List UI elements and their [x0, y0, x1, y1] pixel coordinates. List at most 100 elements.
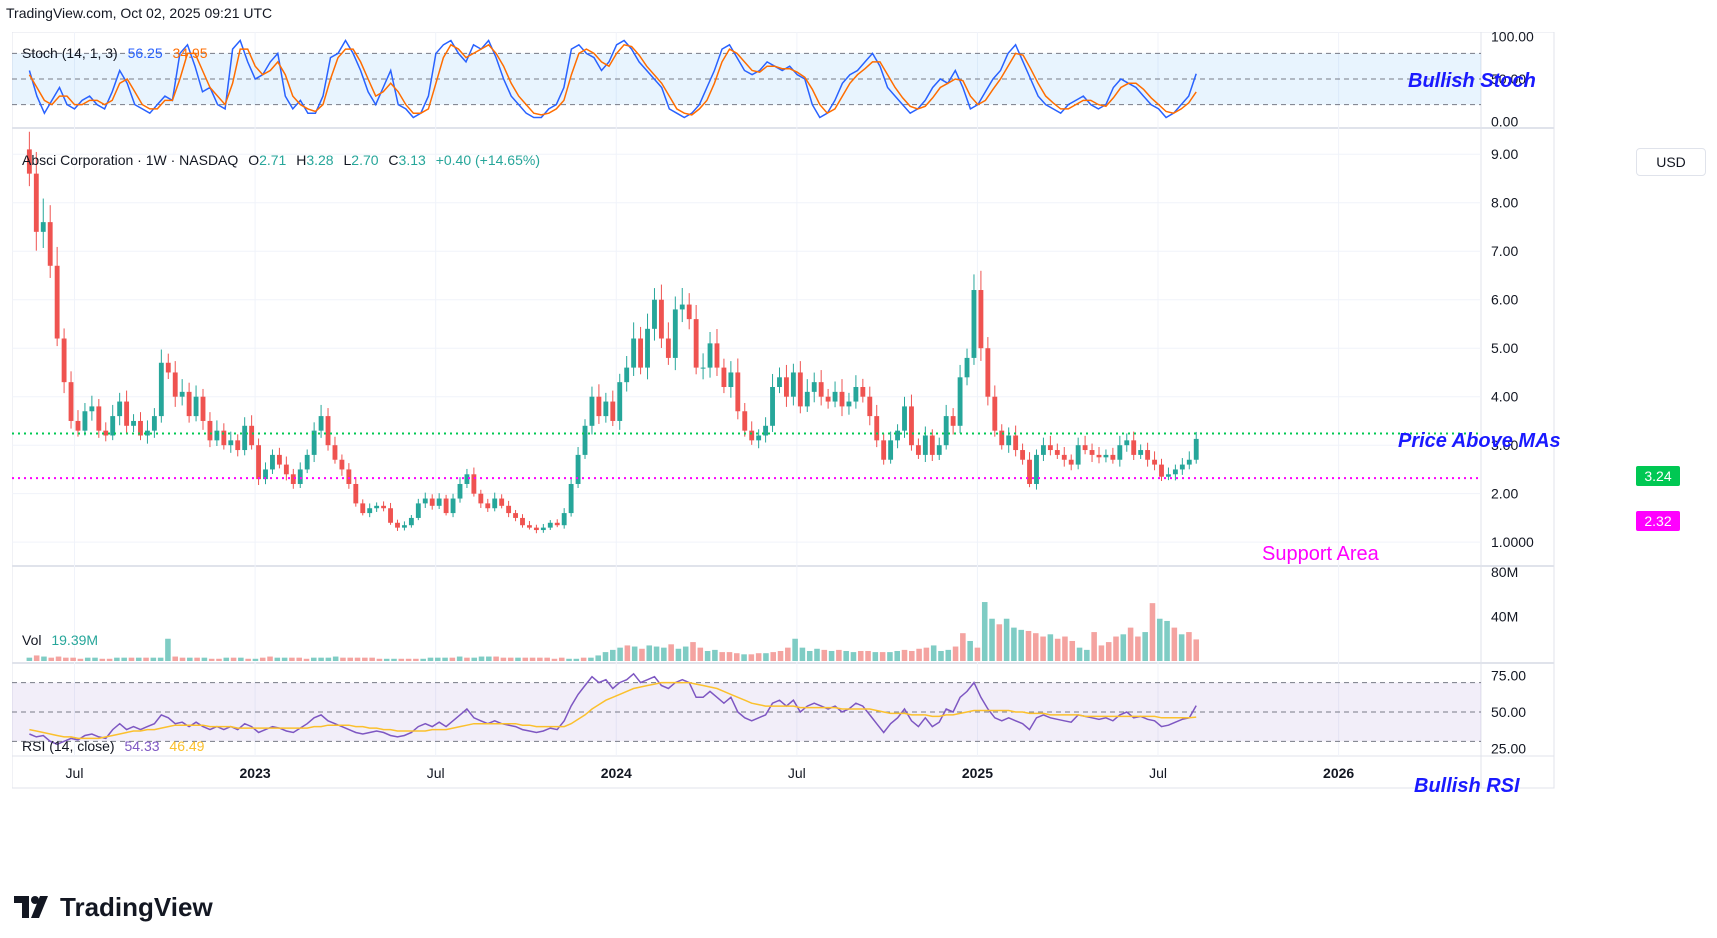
rsi-legend[interactable]: RSI (14, close) 54.33 46.49 [22, 738, 210, 754]
candle-body [645, 328, 650, 368]
volume-bar [405, 658, 412, 661]
price-legend[interactable]: Absci Corporation · 1W · NASDAQ O2.71 H3… [22, 152, 546, 168]
candle-body [1061, 454, 1067, 460]
volume-bar [391, 658, 397, 661]
volume-bar [989, 618, 995, 661]
volume-bar [500, 657, 507, 661]
volume-legend[interactable]: Vol 19.39M [22, 632, 104, 648]
candle-body [499, 498, 505, 506]
candle-body [242, 425, 248, 451]
candle-body [96, 406, 102, 431]
volume-bar [486, 656, 492, 661]
candle-body [145, 430, 150, 436]
candle-body [457, 483, 463, 499]
chart-canvas[interactable]: Jul 2023 Jul 2024 Jul 2025 Jul 2026 9.00 8.00 7.00… [12, 32, 1716, 867]
volume-bar [1156, 618, 1163, 661]
volume-bar [165, 638, 171, 661]
candle-body [735, 372, 741, 412]
volume-bar [755, 653, 762, 661]
candle-body [346, 469, 352, 484]
annotation-support-area: Support Area [1262, 543, 1379, 565]
candle-body [936, 445, 942, 455]
candle-body [610, 401, 616, 421]
candle-body [707, 343, 713, 368]
candle-body [867, 396, 873, 417]
tradingview-logo-text: TradingView [60, 892, 213, 922]
rsi-line-1 [29, 681, 1197, 740]
volume-bar [763, 653, 769, 661]
volume-bar [245, 658, 251, 661]
volume-bar [879, 652, 886, 661]
annotation-price-above-mas: Price Above MAs [1398, 430, 1561, 452]
volume-bar [128, 657, 135, 661]
candle-body [763, 425, 769, 436]
annotation-bullish-rsi: Bullish RSI [1414, 775, 1520, 797]
volume-bar [697, 647, 704, 661]
price-tick-label: 1.0000 [1491, 534, 1534, 550]
candle-body [756, 435, 762, 441]
candle-body [999, 430, 1005, 446]
candle-body [728, 372, 734, 388]
volume-bar [1018, 629, 1024, 661]
symbol-title: Absci Corporation · 1W · NASDAQ [22, 152, 239, 168]
candle-body [658, 299, 664, 339]
candle-body [103, 430, 109, 436]
candle-body [1054, 450, 1060, 455]
volume-bar [602, 652, 609, 661]
candle-body [895, 430, 900, 441]
tradingview-logo-icon [14, 895, 48, 918]
candle-body [158, 362, 164, 417]
volume-bar [945, 649, 952, 661]
volume-value: 19.39M [51, 632, 99, 648]
price-tick-label: 3.00 [1491, 437, 1518, 453]
candle-body [1138, 450, 1144, 455]
price-tick-label: 7.00 [1491, 243, 1518, 259]
volume-bar [311, 657, 317, 661]
candle-body [638, 338, 644, 368]
volume-bar [610, 649, 616, 661]
volume-bar [806, 650, 813, 661]
rsi-tick-label: 75.00 [1491, 667, 1526, 683]
chart-frame[interactable]: Jul 2023 Jul 2024 Jul 2025 Jul 2026 9.00 8.00 7.00… [12, 32, 1716, 867]
candle-body [332, 445, 338, 460]
candle-body [1145, 450, 1151, 460]
volume-tick-label: 40M [1491, 609, 1518, 625]
candle-body [276, 454, 282, 465]
volume-bar [996, 624, 1003, 661]
candle-body [846, 401, 852, 407]
candle-body [339, 459, 345, 470]
candle-body [172, 372, 178, 397]
rsi-tick-label: 50.00 [1491, 704, 1526, 720]
stoch-legend[interactable]: Stoch (14, 1, 3) 56.25 34.95 [22, 45, 214, 61]
price-tick-label: 4.00 [1491, 389, 1518, 405]
volume-bar [252, 658, 259, 661]
candle-body [1166, 474, 1171, 477]
stoch-k-value: 56.25 [127, 45, 163, 61]
volume-bar [420, 658, 426, 661]
volume-bar [413, 658, 419, 661]
volume-bar [916, 648, 922, 661]
candle-body [367, 508, 373, 514]
candle-body [943, 416, 949, 446]
candle-body [395, 522, 400, 528]
candle-body [256, 445, 262, 480]
tradingview-logo[interactable]: TradingView [14, 892, 213, 923]
volume-bar [362, 657, 368, 661]
volume-bar [668, 644, 674, 661]
volume-bar [354, 657, 361, 661]
currency-button[interactable]: USD [1636, 148, 1706, 176]
volume-bar [325, 657, 332, 661]
volume-bar [48, 657, 55, 661]
volume-bar [84, 657, 91, 661]
volume-bar [340, 657, 346, 661]
candle-body [1110, 454, 1116, 460]
volume-bar [1098, 645, 1105, 661]
candle-body [1047, 445, 1053, 451]
candle-body [804, 391, 810, 407]
volume-bar [157, 657, 164, 661]
candle-body [360, 503, 366, 514]
volume-bar [872, 652, 879, 661]
candle-body [582, 425, 588, 455]
candle-body [922, 435, 928, 455]
candle-body [825, 396, 831, 402]
